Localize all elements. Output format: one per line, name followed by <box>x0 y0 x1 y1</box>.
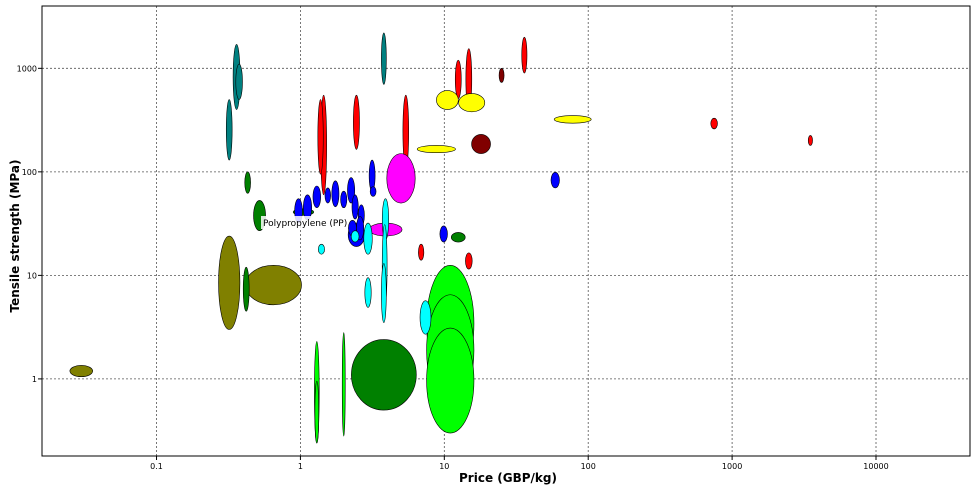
material-bubble[interactable] <box>418 243 425 261</box>
pp-annotation-label: Polypropylene (PP) <box>263 219 347 229</box>
material-bubble[interactable] <box>353 94 360 150</box>
y-axis-title: Tensile strength (MPa) <box>8 160 22 313</box>
x-tick-label: 0.1 <box>150 462 163 471</box>
annotations: Polypropylene (PP) <box>261 216 347 229</box>
x-tick-label: 10 <box>439 462 449 471</box>
material-bubble[interactable] <box>807 135 813 146</box>
x-tick-label: 1 <box>298 462 303 471</box>
x-tick-label: 1000 <box>722 462 742 471</box>
pp-label-background <box>261 216 341 229</box>
material-bubble[interactable] <box>386 153 416 204</box>
material-bubble[interactable] <box>710 117 718 130</box>
material-bubble[interactable] <box>317 99 324 175</box>
x-tick-label: 10000 <box>863 462 888 471</box>
material-bubble[interactable] <box>331 180 340 208</box>
material-bubble[interactable] <box>381 32 387 85</box>
material-bubble[interactable] <box>347 177 356 204</box>
plot-frame <box>41 5 971 457</box>
material-bubble[interactable] <box>498 68 505 83</box>
material-bubble[interactable] <box>245 265 302 306</box>
material-bubble[interactable] <box>553 115 592 124</box>
x-axis-title: Price (GBP/kg) <box>459 471 557 485</box>
material-bubble[interactable] <box>225 99 233 161</box>
material-bubble[interactable] <box>340 190 348 209</box>
material-bubble[interactable] <box>439 225 448 243</box>
tick-labels: 0.1 1 10 100 1000 10000 1 10 100 1000 <box>17 64 889 471</box>
grid-lines <box>42 6 970 456</box>
material-bubble[interactable] <box>351 194 359 220</box>
material-bubble[interactable] <box>324 187 331 204</box>
material-bubble[interactable] <box>416 145 456 154</box>
material-bubble[interactable] <box>369 186 377 197</box>
material-bubble[interactable] <box>244 171 251 194</box>
material-bubble[interactable] <box>341 332 346 437</box>
material-bubble[interactable] <box>381 263 387 323</box>
y-tick-label: 1 <box>32 375 37 384</box>
y-tick-label: 1000 <box>17 64 37 73</box>
material-bubble[interactable] <box>419 300 432 335</box>
material-bubble[interactable] <box>312 185 321 209</box>
material-bubble[interactable] <box>471 134 491 154</box>
material-bubble[interactable] <box>218 235 241 330</box>
material-bubble[interactable] <box>350 230 360 243</box>
material-bubble[interactable] <box>426 327 475 434</box>
material-bubble[interactable] <box>436 90 459 110</box>
y-tick-label: 100 <box>22 168 37 177</box>
y-tick-label: 10 <box>27 271 37 280</box>
material-bubble[interactable] <box>242 266 250 312</box>
material-bubble[interactable] <box>235 63 243 100</box>
material-bubble[interactable] <box>363 222 373 255</box>
bubbles <box>69 32 813 444</box>
material-bubble[interactable] <box>351 339 417 411</box>
material-bubble[interactable] <box>69 365 93 378</box>
material-bubble[interactable] <box>454 59 462 99</box>
material-bubble[interactable] <box>550 172 560 189</box>
material-bubble[interactable] <box>314 380 320 444</box>
material-bubble[interactable] <box>521 36 528 74</box>
material-bubble[interactable] <box>465 252 473 270</box>
material-bubble[interactable] <box>458 93 486 113</box>
material-bubble[interactable] <box>318 243 325 255</box>
material-bubble[interactable] <box>450 232 466 243</box>
material-bubble[interactable] <box>364 277 372 308</box>
x-tick-label: 100 <box>581 462 596 471</box>
